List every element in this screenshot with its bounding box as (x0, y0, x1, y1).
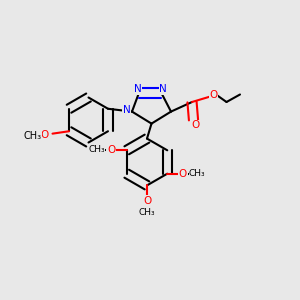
Text: N: N (159, 84, 167, 94)
Text: O: O (107, 145, 115, 155)
Text: CH₃: CH₃ (189, 169, 206, 178)
Text: N: N (123, 105, 130, 115)
Text: O: O (209, 90, 218, 100)
Text: O: O (179, 169, 187, 179)
Text: CH₃: CH₃ (88, 145, 105, 154)
Text: N: N (134, 84, 141, 94)
Text: CH₃: CH₃ (23, 131, 41, 141)
Text: O: O (191, 120, 199, 130)
Text: O: O (143, 196, 151, 206)
Text: O: O (40, 130, 48, 140)
Text: CH₃: CH₃ (139, 208, 156, 217)
